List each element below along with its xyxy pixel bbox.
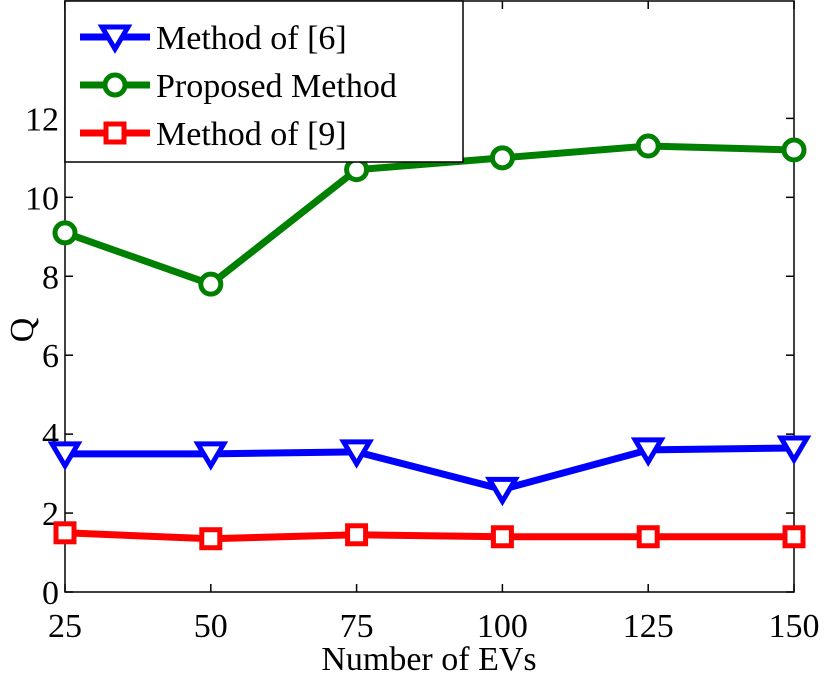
data-point xyxy=(776,435,812,465)
y-tick-label: 0 xyxy=(42,575,59,612)
series-0 xyxy=(47,435,812,507)
data-point xyxy=(198,271,224,297)
legend-entry: Proposed Method xyxy=(80,68,397,105)
x-tick-label: 125 xyxy=(623,608,674,645)
y-axis-label: Q xyxy=(4,318,41,343)
data-point xyxy=(339,439,374,469)
data-point xyxy=(635,133,661,159)
legend-entry: Method of [6] xyxy=(80,20,347,57)
legend-marker xyxy=(97,24,133,54)
legend-marker xyxy=(103,121,127,145)
y-tick-label: 10 xyxy=(25,180,59,217)
x-tick-label: 150 xyxy=(769,608,820,645)
y-tick-label: 6 xyxy=(42,338,59,375)
x-tick-label: 100 xyxy=(477,608,528,645)
x-tick-label: 75 xyxy=(340,608,374,645)
x-axis-label: Number of EVs xyxy=(321,641,536,676)
data-point xyxy=(193,441,229,471)
legend-entry: Method of [9] xyxy=(80,116,347,153)
legend-marker xyxy=(102,72,128,98)
data-point xyxy=(345,523,369,547)
series-line xyxy=(64,529,794,543)
series-line xyxy=(63,142,795,288)
legend-label: Proposed Method xyxy=(156,68,397,105)
data-point xyxy=(636,525,660,549)
legend: Method of [6] Proposed Method Method of [9… xyxy=(64,0,464,163)
series-2 xyxy=(53,521,806,551)
data-point xyxy=(199,527,223,551)
data-point xyxy=(52,220,78,246)
data-point xyxy=(781,137,807,163)
legend-label: Method of [6] xyxy=(156,20,347,57)
data-point xyxy=(53,521,77,545)
x-tick-label: 50 xyxy=(194,608,228,645)
legend-label: Method of [9] xyxy=(156,116,347,153)
data-point xyxy=(47,441,83,471)
x-tick-label: 25 xyxy=(48,608,82,645)
series-1 xyxy=(52,133,807,297)
y-tick-label: 12 xyxy=(25,101,59,138)
data-point xyxy=(630,437,666,467)
series-layer xyxy=(47,133,812,551)
y-tick-label: 8 xyxy=(42,259,59,296)
data-point xyxy=(489,145,515,171)
data-point xyxy=(782,525,806,549)
series-line xyxy=(65,444,795,493)
data-point xyxy=(490,525,514,549)
data-point xyxy=(485,476,520,507)
